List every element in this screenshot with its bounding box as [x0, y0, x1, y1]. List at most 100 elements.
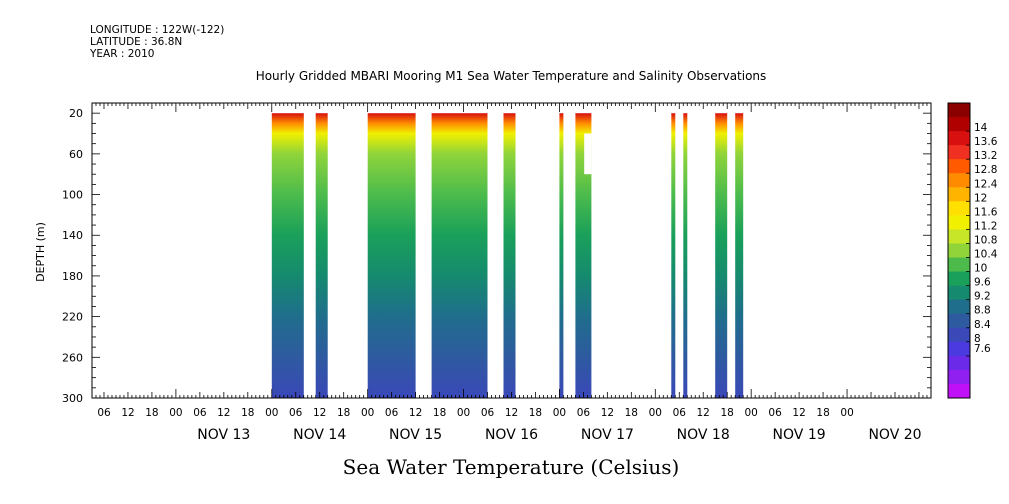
- x-day-label: NOV 13: [197, 427, 250, 443]
- colorbar-label: 10.4: [974, 249, 998, 261]
- colorbar-swatch: [948, 201, 970, 216]
- chart-title: Hourly Gridded MBARI Mooring M1 Sea Wate…: [256, 69, 767, 83]
- x-day-label: NOV 18: [677, 427, 730, 443]
- x-hour-tick-label: 00: [840, 407, 853, 419]
- x-day-label: NOV 20: [868, 427, 921, 443]
- data-block-5: [503, 113, 516, 398]
- x-hour-tick-label: 18: [721, 407, 734, 419]
- data-block-10: [715, 113, 728, 398]
- colorbar-swatch: [948, 187, 970, 202]
- colorbar-swatch: [948, 341, 970, 357]
- x-hour-tick-label: 12: [313, 407, 326, 419]
- data-block-8: [671, 113, 676, 398]
- colorbar-swatch: [948, 285, 970, 301]
- latitude-label: LATITUDE : 36.8N: [90, 36, 183, 48]
- data-gap: [584, 133, 592, 175]
- x-hour-tick-label: 18: [816, 407, 829, 419]
- x-hour-tick-label: 12: [409, 407, 422, 419]
- longitude-label: LONGITUDE : 122W(-122): [90, 24, 225, 36]
- data-block-3: [367, 113, 416, 398]
- colorbar-swatch: [948, 383, 970, 399]
- colorbar-label: 14: [974, 122, 988, 134]
- colorbar-label: 13.6: [974, 136, 998, 148]
- x-hour-tick-label: 06: [577, 407, 591, 419]
- x-hour-tick-label: 18: [433, 407, 446, 419]
- colorbar-label: 10.8: [974, 235, 997, 247]
- data-block-6: [559, 113, 564, 398]
- x-hour-tick-label: 12: [792, 407, 805, 419]
- colorbar-swatch: [948, 117, 970, 132]
- colorbar-swatch: [948, 215, 970, 230]
- colorbar-label: 12.8: [974, 164, 997, 176]
- colorbar-swatch: [948, 369, 970, 385]
- x-hour-tick-label: 06: [97, 407, 111, 419]
- x-axis-label: Sea Water Temperature (Celsius): [343, 455, 680, 479]
- y-tick-label: 20: [69, 107, 83, 120]
- x-hour-tick-label: 00: [169, 407, 182, 419]
- x-hour-tick-label: 18: [529, 407, 542, 419]
- colorbar-label: 13.2: [974, 150, 997, 162]
- colorbar-swatch: [948, 173, 970, 188]
- data-block-11: [735, 113, 744, 398]
- colorbar-label: 12.4: [974, 178, 998, 190]
- y-axis-label: DEPTH (m): [34, 222, 47, 282]
- x-day-label: NOV 15: [389, 427, 442, 443]
- data-block-9: [683, 113, 688, 398]
- colorbar-swatch: [948, 103, 970, 118]
- x-hour-tick-label: 00: [457, 407, 470, 419]
- data-block-7: [575, 113, 592, 398]
- colorbar-swatch: [948, 355, 970, 371]
- x-hour-tick-label: 12: [505, 407, 518, 419]
- x-hour-tick-label: 00: [649, 407, 662, 419]
- colorbar-label: 11.2: [974, 220, 997, 232]
- colorbar-swatch: [948, 271, 970, 287]
- x-hour-tick-label: 00: [265, 407, 278, 419]
- colorbar-swatch: [948, 131, 970, 146]
- data-block-4: [431, 113, 488, 398]
- y-tick-label: 180: [62, 270, 83, 283]
- x-day-label: NOV 14: [293, 427, 346, 443]
- colorbar-label: 8.4: [974, 319, 991, 331]
- colorbar-label: 9.6: [974, 277, 991, 289]
- x-hour-tick-label: 18: [241, 407, 254, 419]
- colorbar-label: 11.6: [974, 206, 998, 218]
- x-hour-tick-label: 06: [385, 407, 399, 419]
- colorbar-swatch: [948, 229, 970, 244]
- colorbar-label: 10: [974, 263, 987, 275]
- colorbar-label: 7.6: [974, 343, 991, 355]
- colorbar-swatch: [948, 299, 970, 315]
- data-block-2: [315, 113, 328, 398]
- colorbar-swatch: [948, 145, 970, 160]
- x-hour-tick-label: 12: [217, 407, 230, 419]
- colorbar-swatch: [948, 327, 970, 343]
- x-hour-tick-label: 06: [673, 407, 687, 419]
- x-hour-tick-label: 06: [289, 407, 303, 419]
- x-hour-tick-label: 12: [697, 407, 710, 419]
- x-hour-tick-label: 18: [625, 407, 638, 419]
- x-hour-tick-label: 00: [553, 407, 566, 419]
- x-hour-tick-label: 06: [481, 407, 495, 419]
- colorbar-swatch: [948, 159, 970, 174]
- year-label: YEAR : 2010: [90, 48, 155, 60]
- y-tick-label: 300: [62, 392, 83, 405]
- y-tick-label: 220: [62, 311, 83, 324]
- x-hour-tick-label: 06: [193, 407, 207, 419]
- x-hour-tick-label: 18: [337, 407, 350, 419]
- x-day-label: NOV 16: [485, 427, 538, 443]
- colorbar-label: 9.2: [974, 291, 991, 303]
- y-tick-label: 140: [62, 229, 83, 242]
- y-tick-label: 100: [62, 189, 83, 202]
- colorbar-label: 8.8: [974, 305, 991, 317]
- y-tick-label: 60: [69, 148, 83, 161]
- data-block-1: [271, 113, 304, 398]
- x-day-label: NOV 17: [581, 427, 634, 443]
- colorbar-swatch: [948, 257, 970, 272]
- x-day-label: NOV 19: [773, 427, 826, 443]
- x-hour-tick-label: 00: [745, 407, 758, 419]
- x-hour-tick-label: 12: [601, 407, 614, 419]
- x-hour-tick-label: 06: [768, 407, 782, 419]
- colorbar-swatch: [948, 243, 970, 258]
- x-hour-tick-label: 18: [145, 407, 158, 419]
- x-hour-tick-label: 00: [361, 407, 374, 419]
